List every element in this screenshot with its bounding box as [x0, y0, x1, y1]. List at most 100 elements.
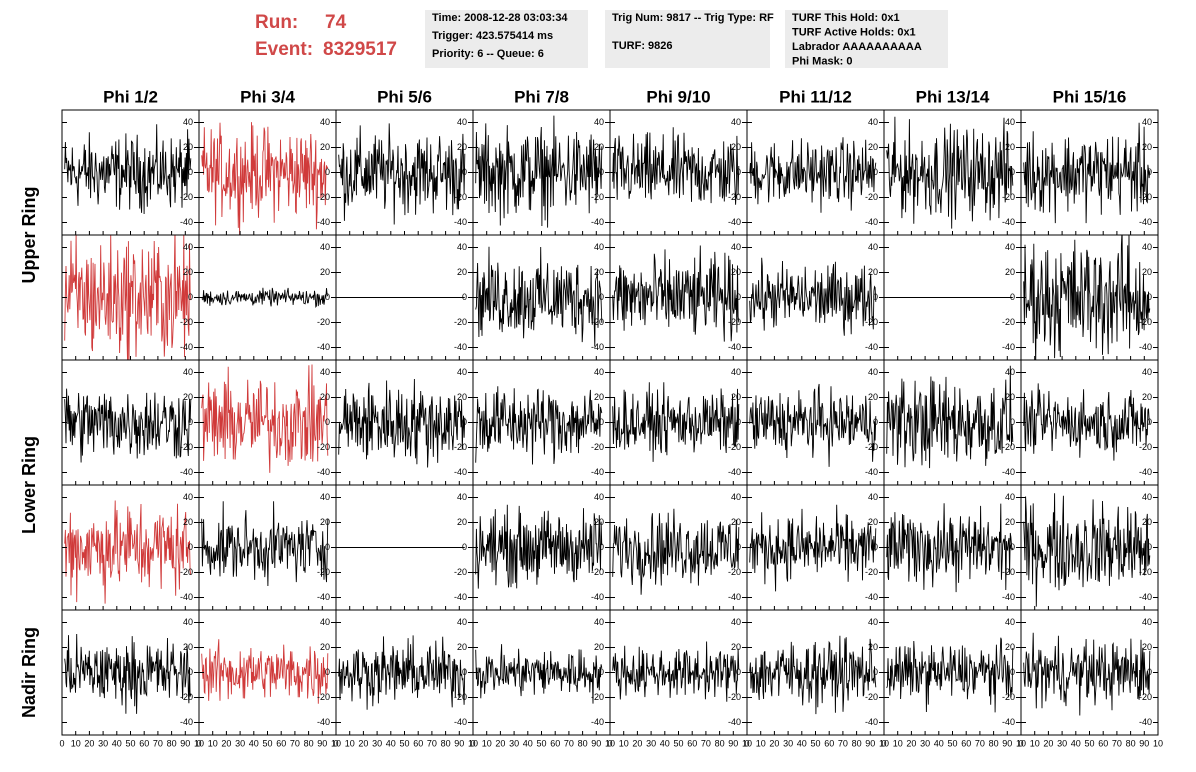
y-tick-label: 40: [594, 367, 604, 377]
y-tick-label: -20: [317, 317, 330, 327]
waveform: [612, 382, 740, 462]
x-tick-label: 10: [756, 738, 766, 748]
event-label: Event:: [255, 39, 313, 60]
y-tick-label: -40: [1139, 717, 1152, 727]
y-tick-label: 40: [183, 242, 193, 252]
waveform: [612, 127, 740, 205]
y-tick-label: 20: [457, 392, 467, 402]
y-tick-label: 0: [736, 542, 741, 552]
waveform: [201, 122, 329, 235]
y-tick-label: -40: [454, 342, 467, 352]
x-tick-label: 90: [1139, 738, 1149, 748]
y-tick-label: -40: [180, 342, 193, 352]
y-tick-label: -40: [728, 467, 741, 477]
y-tick-label: 20: [868, 392, 878, 402]
waveform: [886, 116, 1014, 229]
y-tick-label: 0: [873, 167, 878, 177]
y-tick-label: -40: [728, 592, 741, 602]
x-tick-label: 60: [139, 738, 149, 748]
y-tick-label: 40: [868, 117, 878, 127]
y-tick-label: 40: [457, 617, 467, 627]
run-label: Run:: [255, 12, 298, 33]
y-tick-label: -40: [454, 717, 467, 727]
y-tick-label: -40: [728, 717, 741, 727]
y-tick-label: -40: [1002, 717, 1015, 727]
x-tick-label: 40: [112, 738, 122, 748]
y-tick-label: 40: [594, 242, 604, 252]
y-tick-label: 0: [1010, 667, 1015, 677]
info-line: Trigger: 423.575414 ms: [432, 30, 553, 42]
y-tick-label: -20: [865, 442, 878, 452]
y-tick-label: 0: [599, 292, 604, 302]
y-tick-label: -20: [454, 567, 467, 577]
y-tick-label: 0: [599, 667, 604, 677]
x-tick-label: 30: [920, 738, 930, 748]
y-tick-label: 40: [320, 117, 330, 127]
y-tick-label: 40: [731, 492, 741, 502]
y-tick-label: 0: [736, 292, 741, 302]
y-tick-label: -20: [591, 567, 604, 577]
info-box: [785, 10, 948, 68]
x-tick-label: 80: [304, 738, 314, 748]
info-line: Labrador AAAAAAAAAA: [792, 41, 922, 53]
y-tick-label: 20: [183, 642, 193, 652]
x-tick-label: 90: [454, 738, 464, 748]
waveform: [1023, 122, 1151, 224]
y-tick-label: 0: [188, 292, 193, 302]
y-tick-label: -40: [180, 717, 193, 727]
y-tick-label: 20: [868, 642, 878, 652]
y-tick-label: 0: [325, 292, 330, 302]
y-tick-label: 40: [183, 117, 193, 127]
y-tick-label: 0: [462, 667, 467, 677]
y-tick-label: 40: [868, 367, 878, 377]
y-tick-label: 20: [1142, 267, 1152, 277]
x-tick-label: 40: [660, 738, 670, 748]
x-tick-label: 90: [180, 738, 190, 748]
y-tick-label: -40: [317, 217, 330, 227]
y-tick-label: 0: [1147, 292, 1152, 302]
x-tick-label: 60: [961, 738, 971, 748]
x-tick-label: 60: [276, 738, 286, 748]
waveform: [475, 504, 603, 589]
x-tick-label: 30: [235, 738, 245, 748]
y-tick-label: -40: [865, 217, 878, 227]
y-tick-label: -40: [454, 467, 467, 477]
y-tick-label: -20: [317, 567, 330, 577]
waveform: [201, 287, 329, 308]
x-tick-label: 90: [1002, 738, 1012, 748]
y-tick-label: 40: [868, 242, 878, 252]
y-tick-label: 20: [183, 142, 193, 152]
waveform: [886, 637, 1014, 713]
x-tick-label: 0: [333, 738, 338, 748]
y-tick-label: 40: [320, 492, 330, 502]
x-tick-label: 10: [1153, 738, 1163, 748]
y-tick-label: 40: [183, 617, 193, 627]
y-tick-label: -20: [180, 567, 193, 577]
y-tick-label: 40: [731, 617, 741, 627]
x-tick-label: 10: [194, 738, 204, 748]
x-tick-label: 0: [470, 738, 475, 748]
y-tick-label: 40: [1142, 117, 1152, 127]
x-tick-label: 60: [824, 738, 834, 748]
y-tick-label: 0: [1010, 167, 1015, 177]
x-tick-label: 80: [578, 738, 588, 748]
x-tick-label: 20: [84, 738, 94, 748]
y-tick-label: 20: [594, 142, 604, 152]
x-tick-label: 80: [852, 738, 862, 748]
y-tick-label: 20: [731, 267, 741, 277]
y-tick-label: 20: [1142, 392, 1152, 402]
y-tick-label: 40: [1142, 242, 1152, 252]
x-tick-label: 0: [1018, 738, 1023, 748]
x-tick-label: 40: [523, 738, 533, 748]
y-tick-label: -20: [728, 317, 741, 327]
y-tick-label: 0: [736, 667, 741, 677]
waveform: [64, 500, 192, 604]
y-tick-label: 40: [183, 492, 193, 502]
x-tick-label: 10: [1016, 738, 1026, 748]
x-tick-label: 70: [564, 738, 574, 748]
info-box: [425, 10, 588, 68]
x-tick-label: 10: [742, 738, 752, 748]
column-header: Phi 3/4: [240, 87, 295, 106]
y-tick-label: 20: [457, 267, 467, 277]
x-tick-label: 90: [591, 738, 601, 748]
